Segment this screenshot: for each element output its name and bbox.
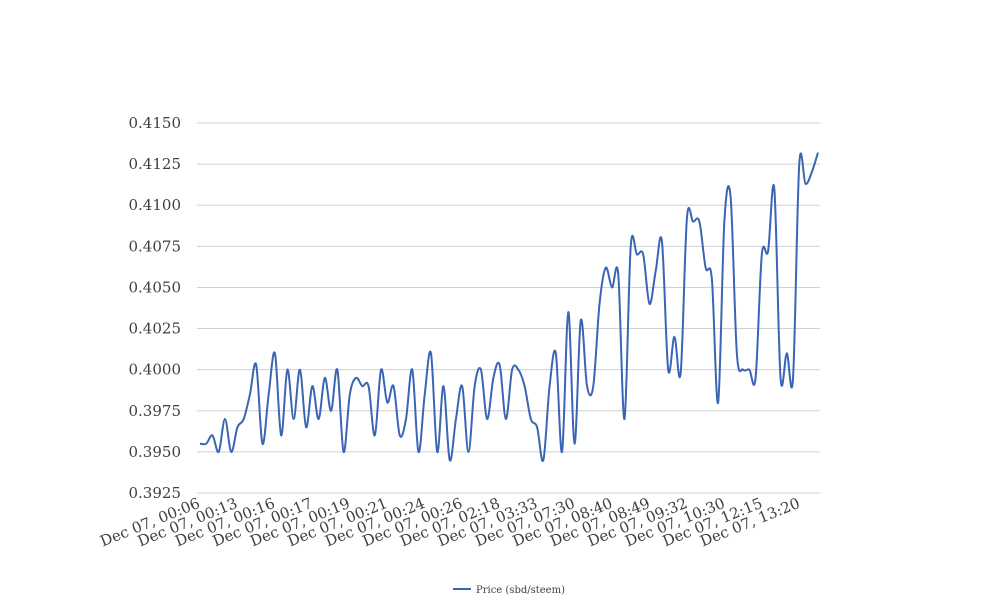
series-layer <box>199 152 819 462</box>
y-tick-label: 0.3975 <box>129 402 182 420</box>
y-tick-label: 0.4050 <box>129 278 182 296</box>
series-line-price <box>199 152 819 462</box>
y-tick-label: 0.4100 <box>129 196 182 214</box>
legend: Price (sbd/steem) <box>453 585 565 596</box>
gridlines <box>197 122 820 494</box>
y-tick-label: 0.3925 <box>129 484 182 502</box>
y-tick-label: 0.4000 <box>129 361 182 379</box>
y-tick-label: 0.4075 <box>129 237 182 255</box>
y-axis-ticks: 0.3925 0.3950 0.3975 0.4000 0.4025 0.4050 0.40… <box>129 114 182 502</box>
y-tick-label: 0.4025 <box>129 320 182 338</box>
y-tick-label: 0.3950 <box>129 443 182 461</box>
legend-label-price: Price (sbd/steem) <box>476 585 565 596</box>
y-tick-label: 0.4125 <box>129 155 182 173</box>
y-tick-label: 0.4150 <box>129 114 182 132</box>
